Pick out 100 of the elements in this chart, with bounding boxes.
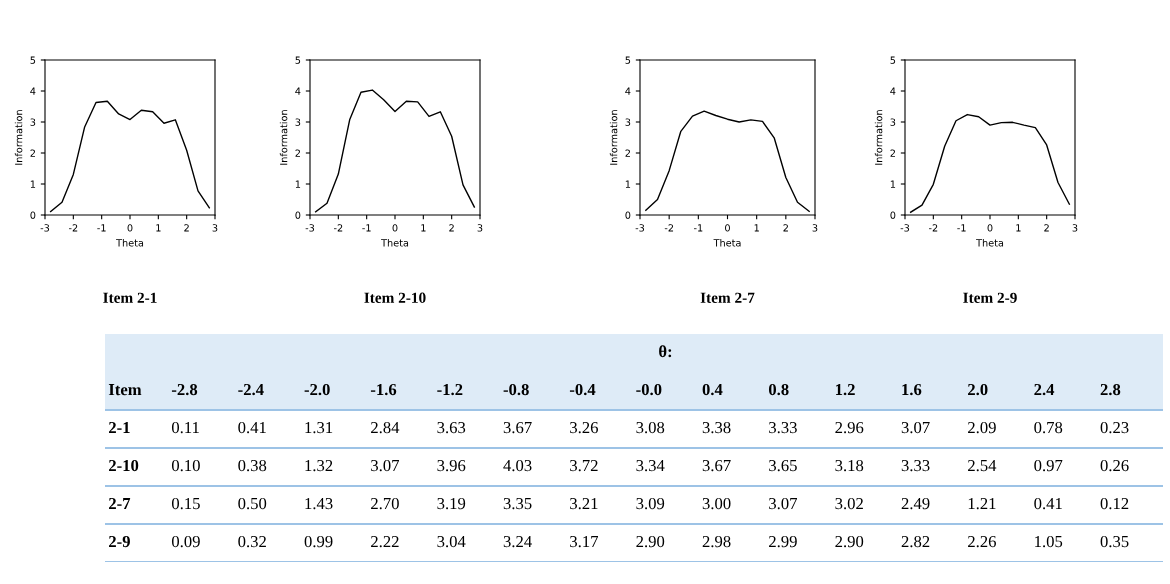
x-tick-label: -3 [305,224,315,232]
data-label: 3.19 [437,497,466,510]
x-tick-label: 1 [1016,224,1021,232]
x-tick-label: -3 [635,224,645,232]
text: Item 2-10 [364,292,426,303]
x-tick-label: -0.8 [503,383,529,396]
x-tick-label: -1.2 [437,383,463,396]
x-tick-label: 1.2 [835,383,855,396]
data-label: 1.31 [305,421,333,434]
line-series [645,110,810,212]
y-tick-label: 1 [890,180,896,188]
data-label: 0.23 [1100,421,1129,434]
x-tick-label: -0.0 [636,383,662,396]
data-label: 2.90 [835,535,864,548]
data-label: 3.07 [769,497,798,510]
y-tick-label: 3 [625,118,631,126]
x-axis-title: Theta [381,238,409,247]
data-label: 3.35 [503,497,532,510]
y-tick-label: 2 [30,149,35,157]
y-tick-label: 2 [625,149,630,157]
x-tick-label: 2.8 [1100,383,1121,396]
data-label: 3.67 [503,421,532,434]
data-label: 0.97 [1034,459,1063,472]
x-tick-label: -1 [362,224,371,232]
data-label: 0.12 [1100,497,1129,510]
y-axis-title: Information [874,110,883,165]
data-label: 0.41 [1034,497,1062,510]
y-tick-label: 2-10 [109,459,139,472]
y-tick-label: 5 [30,56,36,64]
y-axis-title: Information [609,110,618,165]
text: Item 2-9 [963,292,1017,303]
data-label: 2.82 [901,535,930,548]
x-axis-title: Theta [976,238,1004,247]
y-tick-label: 1 [625,180,631,188]
data-label: 0.38 [238,459,267,472]
chart-title: θ: [659,345,672,358]
x-tick-label: 2.4 [1034,383,1055,396]
data-label: 1.43 [305,497,333,510]
data-label: 2.84 [371,421,400,434]
data-label: 2.96 [835,421,864,434]
y-tick-label: 4 [30,87,36,95]
y-tick-label: 5 [295,56,301,64]
x-tick-label: -1 [97,224,106,232]
data-label: 3.34 [636,459,665,472]
data-label: 0.32 [238,535,266,548]
x-tick-label: 0 [987,224,993,232]
x-tick-label: 1 [754,224,759,232]
y-tick-label: 4 [625,87,631,95]
x-tick-label: -2.0 [304,383,330,396]
data-label: 3.65 [769,459,797,472]
data-label: 0.26 [1100,459,1129,472]
x-tick-label: 2 [1044,224,1049,232]
data-label: 3.08 [636,421,665,434]
x-axis-title: Theta [713,238,741,247]
data-label: 3.72 [570,459,598,472]
y-tick-label: 5 [625,56,631,64]
data-label: 3.38 [702,421,731,434]
y-tick-label: 2-7 [109,497,131,510]
x-tick-label: 0.8 [768,383,789,396]
y-axis-title: Item [108,384,142,396]
x-tick-label: 2 [783,224,788,232]
data-label: 3.18 [835,459,864,472]
y-axis-title: Information [279,110,288,165]
data-label: 2.70 [371,497,399,510]
data-label: 3.33 [901,459,930,472]
x-tick-label: 1.6 [902,383,922,396]
data-label: 0.99 [304,535,333,548]
x-tick-label: -2 [68,224,78,232]
x-tick-label: -3 [900,224,910,232]
x-tick-label: -1 [693,224,703,232]
data-label: 3.07 [901,421,930,434]
data-label: 2.99 [769,535,797,548]
data-label: 1.05 [1035,535,1063,548]
y-tick-label: 0 [30,211,36,219]
x-tick-label: 1 [156,224,161,232]
data-label: 2.22 [371,535,399,548]
data-label: 2.98 [702,535,731,548]
data-label: 0.09 [171,535,200,548]
data-label: 0.41 [238,421,266,434]
y-tick-label: 3 [295,118,301,126]
data-label: 2.54 [968,459,997,472]
x-tick-label: -2 [928,224,938,232]
data-label: 3.09 [636,497,665,510]
data-label: 3.02 [835,497,863,510]
x-tick-label: 2 [184,224,189,232]
data-label: 0.50 [238,497,267,510]
x-tick-label: 1 [421,224,426,232]
data-label: 3.24 [503,535,532,548]
data-label: 3.17 [570,535,599,548]
data-label: 3.96 [437,459,466,472]
data-label: 2.49 [901,497,930,510]
data-label: 3.67 [702,459,731,472]
y-tick-label: 2 [295,149,300,157]
data-label: 3.33 [769,421,797,434]
x-tick-label: -1.6 [370,383,397,396]
data-label: 2.09 [968,421,996,434]
y-tick-label: 2-9 [109,535,130,548]
x-axis-title: Theta [116,238,144,247]
x-tick-label: -2.8 [171,383,198,396]
x-tick-label: 2.0 [968,383,988,396]
